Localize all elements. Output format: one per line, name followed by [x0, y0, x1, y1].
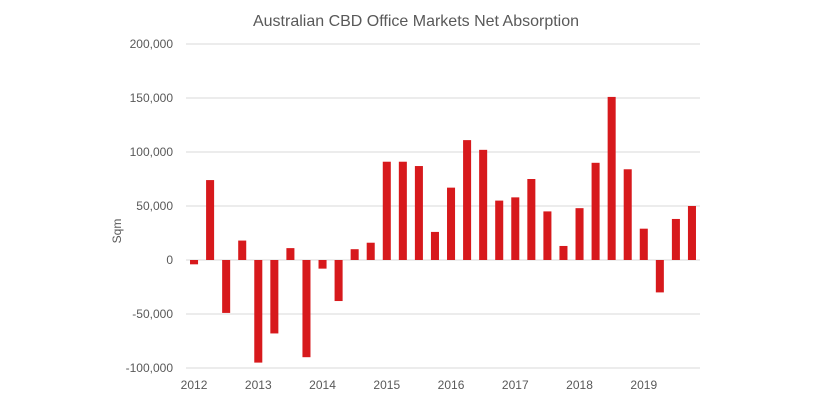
bar — [430, 231, 439, 260]
x-tick-label: 2019 — [630, 378, 657, 392]
bar — [398, 161, 407, 260]
bar — [463, 140, 472, 260]
bar — [238, 240, 247, 260]
bar — [286, 248, 295, 260]
x-tick-label: 2015 — [373, 378, 400, 392]
bar — [607, 96, 616, 260]
chart-title: Australian CBD Office Markets Net Absorp… — [253, 13, 579, 30]
y-tick-label: -100,000 — [126, 361, 174, 375]
bar — [575, 208, 584, 260]
bar — [527, 179, 536, 260]
bar — [671, 218, 680, 260]
bar — [334, 260, 343, 302]
y-tick-label: 150,000 — [130, 91, 174, 105]
bar — [511, 197, 520, 260]
bar — [687, 206, 696, 260]
bar — [366, 242, 375, 260]
bar — [591, 162, 600, 260]
bar — [302, 260, 311, 358]
bar — [318, 260, 327, 269]
bar — [222, 260, 231, 313]
bars — [190, 96, 696, 363]
bar — [559, 245, 568, 260]
bar — [350, 249, 359, 260]
x-tick-label: 2012 — [181, 378, 208, 392]
y-axis-ticks: 200,000 150,000 100,000 50,000 0 -50,000 -100,… — [126, 37, 174, 375]
y-axis-label: Sqm — [110, 219, 124, 244]
bar — [639, 228, 648, 260]
x-tick-label: 2017 — [502, 378, 529, 392]
x-tick-label: 2013 — [245, 378, 272, 392]
bar — [479, 149, 488, 260]
x-axis-ticks: 2012 2013 2014 2015 2016 2017 2018 2019 — [181, 378, 658, 392]
bar — [254, 260, 263, 363]
bar — [190, 260, 199, 265]
y-tick-label: 50,000 — [136, 199, 173, 213]
y-tick-label: -50,000 — [132, 307, 173, 321]
y-tick-label: 200,000 — [130, 37, 174, 51]
y-tick-label: 100,000 — [130, 145, 174, 159]
bar — [270, 260, 279, 334]
bar — [447, 187, 456, 260]
bar — [382, 161, 391, 260]
x-tick-label: 2016 — [438, 378, 465, 392]
y-tick-label: 0 — [166, 253, 173, 267]
x-tick-label: 2014 — [309, 378, 336, 392]
bar — [206, 180, 215, 260]
x-tick-label: 2018 — [566, 378, 593, 392]
bar — [623, 169, 632, 260]
bar — [495, 200, 504, 260]
bar — [655, 260, 664, 293]
bar — [543, 211, 552, 260]
bar — [414, 166, 423, 260]
gridlines — [186, 43, 700, 369]
